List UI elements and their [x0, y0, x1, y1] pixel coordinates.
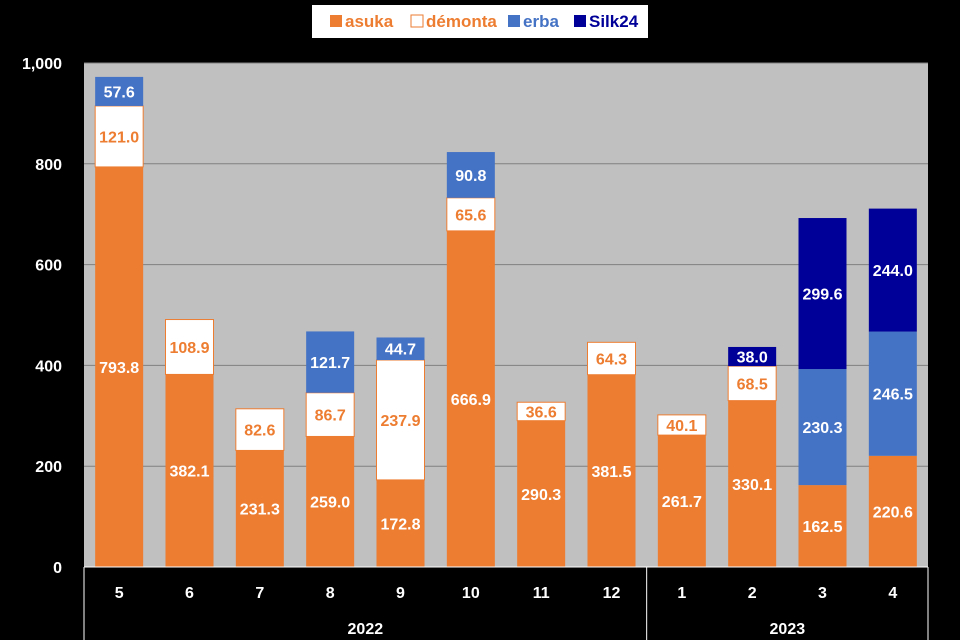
data-label-démonta-5: 121.0: [99, 129, 139, 146]
bar-segment-asuka-1: [657, 435, 706, 567]
data-label-erba-4: 246.5: [873, 387, 913, 404]
data-label-asuka-5: 793.8: [99, 360, 139, 377]
legend-swatch-Silk24: [574, 15, 586, 27]
bar-segment-asuka-12: [587, 374, 636, 567]
bar-segment-Silk24-2: [728, 346, 777, 367]
x-tick-label: 6: [185, 585, 194, 602]
data-label-démonta-1: 40.1: [666, 418, 697, 435]
bar-segment-asuka-2: [728, 400, 777, 567]
data-label-asuka-12: 381.5: [591, 464, 631, 481]
data-label-erba-9: 44.7: [385, 342, 416, 359]
bar-segment-asuka-6: [165, 374, 214, 567]
bars: 793.8 121.0 57.6 382.1 108.9 231.3 82.6 259.0 86…: [94, 76, 917, 568]
x-tick-label: 1: [677, 585, 686, 602]
bar-segment-erba-9: [376, 337, 425, 361]
data-label-erba-10: 90.8: [455, 168, 486, 185]
data-label-asuka-9: 172.8: [380, 516, 420, 533]
bar-segment-asuka-5: [95, 166, 144, 567]
x-tick-label: 12: [603, 585, 621, 602]
x-group-label: 2023: [770, 621, 806, 638]
bar-segment-asuka-4: [868, 455, 917, 567]
y-tick-label: 800: [35, 157, 62, 174]
bar-segment-asuka-10: [446, 230, 495, 568]
data-label-Silk24-2: 38.0: [737, 350, 768, 367]
x-tick-label: 9: [396, 585, 405, 602]
data-label-asuka-2: 330.1: [732, 477, 772, 494]
bar-segment-asuka-3: [798, 485, 847, 567]
x-group-label: 2022: [348, 621, 384, 638]
x-tick-label: 4: [888, 585, 897, 602]
bar-segment-erba-8: [306, 331, 355, 393]
bar-segment-démonta-7: [235, 408, 285, 451]
x-tick-label: 11: [533, 585, 550, 602]
bar-segment-démonta-11: [516, 401, 566, 422]
x-tick-label: 5: [115, 585, 124, 602]
legend-swatch-erba: [508, 15, 520, 27]
data-label-démonta-9: 237.9: [380, 413, 420, 430]
data-label-asuka-7: 231.3: [240, 502, 280, 519]
data-label-asuka-3: 162.5: [802, 519, 842, 536]
bar-segment-asuka-8: [306, 436, 355, 567]
legend-label-asuka: asuka: [345, 12, 394, 31]
legend-label-Silk24: Silk24: [589, 12, 639, 31]
legend-label-erba: erba: [523, 12, 559, 31]
data-label-erba-3: 230.3: [802, 420, 842, 437]
x-tick-label: 10: [462, 585, 480, 602]
data-label-Silk24-3: 299.6: [802, 287, 842, 304]
data-label-asuka-6: 382.1: [169, 464, 209, 481]
bar-segment-démonta-8: [305, 392, 355, 437]
bar-segment-Silk24-3: [798, 218, 847, 370]
data-label-démonta-7: 82.6: [244, 423, 275, 440]
data-label-démonta-10: 65.6: [455, 207, 486, 224]
data-label-erba-5: 57.6: [104, 84, 135, 101]
bar-segment-démonta-9: [376, 359, 425, 481]
y-tick-label: 600: [35, 258, 62, 275]
plot-area: [84, 63, 928, 567]
x-tick-label: 7: [255, 585, 264, 602]
data-label-asuka-4: 220.6: [873, 504, 913, 521]
bar-segment-erba-4: [868, 331, 917, 456]
x-tick-label: 8: [326, 585, 335, 602]
data-label-démonta-8: 86.7: [315, 408, 346, 425]
data-label-Silk24-4: 244.0: [873, 263, 913, 280]
bar-segment-Silk24-4: [868, 208, 917, 332]
data-label-démonta-11: 36.6: [526, 404, 557, 421]
bar-segment-erba-3: [798, 369, 847, 486]
y-tick-label: 1,000: [22, 56, 62, 73]
y-tick-label: 400: [35, 358, 62, 375]
legend-box: [312, 5, 648, 38]
bar-segment-erba-5: [95, 76, 144, 106]
data-label-démonta-2: 68.5: [737, 376, 768, 393]
bar-segment-démonta-6: [165, 319, 214, 375]
legend: asuka démonta erba Silk24: [312, 5, 648, 38]
legend-swatch-démonta: [410, 14, 424, 28]
bar-segment-démonta-1: [657, 414, 707, 436]
legend-swatch-asuka: [330, 15, 342, 27]
bar-segment-asuka-11: [517, 420, 566, 567]
bar-segment-démonta-5: [94, 105, 144, 168]
bar-segment-démonta-2: [727, 365, 777, 402]
bar-segment-démonta-10: [446, 197, 496, 232]
data-label-asuka-11: 290.3: [521, 487, 561, 504]
data-label-asuka-8: 259.0: [310, 495, 350, 512]
x-tick-label: 3: [818, 585, 827, 602]
bar-segment-démonta-12: [587, 341, 636, 376]
y-axis: 0 200 400 600 800 1,000: [22, 56, 62, 577]
bar-segment-asuka-7: [235, 450, 284, 567]
bar-segment-erba-10: [446, 152, 495, 198]
data-label-démonta-12: 64.3: [596, 352, 627, 369]
gridlines: [84, 62, 928, 467]
bar-segment-asuka-9: [376, 479, 425, 567]
y-tick-label: 0: [53, 560, 62, 577]
data-label-asuka-10: 666.9: [451, 392, 491, 409]
x-tick-label: 2: [748, 585, 757, 602]
data-label-asuka-1: 261.7: [662, 494, 702, 511]
data-label-démonta-6: 108.9: [169, 340, 209, 357]
data-label-erba-8: 121.7: [310, 355, 350, 372]
y-tick-label: 200: [35, 459, 62, 476]
legend-label-démonta: démonta: [426, 12, 497, 31]
